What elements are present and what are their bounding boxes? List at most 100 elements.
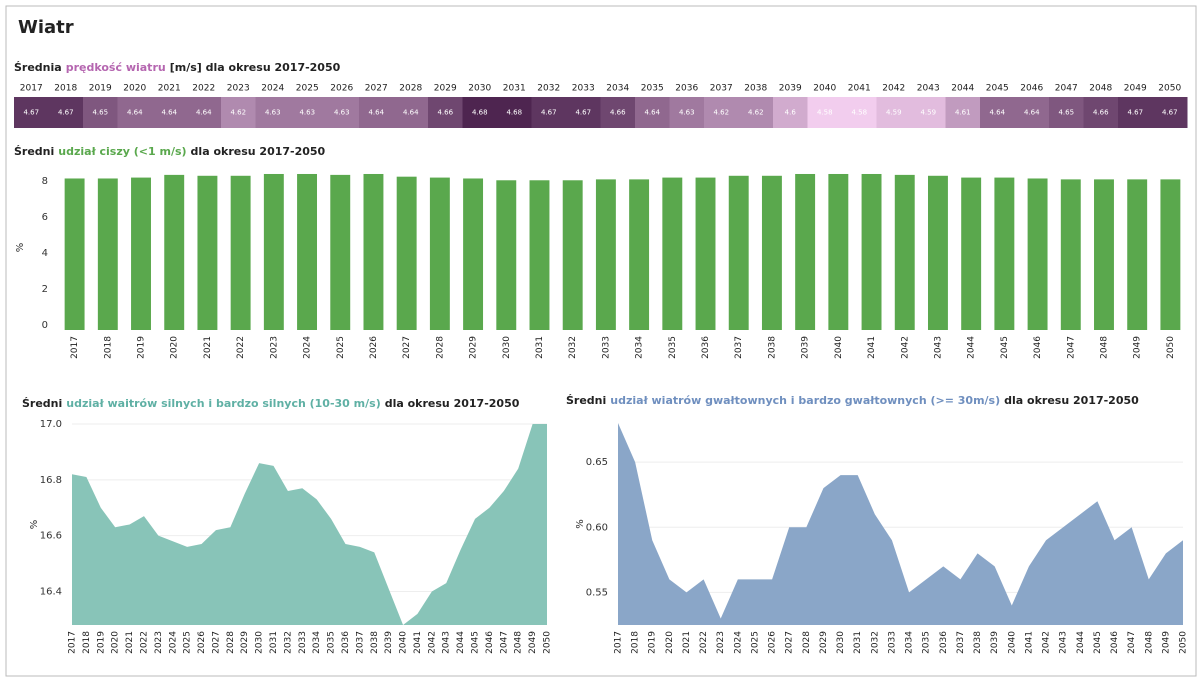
page-title: Wiatr <box>18 17 74 38</box>
heat-cell <box>635 97 670 128</box>
x-tick-label: 2028 <box>435 336 445 359</box>
cell-label: 4.68 <box>472 109 488 117</box>
x-tick-label: 2017 <box>614 631 624 654</box>
x-tick-label: 2023 <box>269 336 279 359</box>
x-tick-label: 2025 <box>336 336 346 359</box>
bar <box>463 178 484 330</box>
heat-cell <box>152 97 187 128</box>
bar <box>1060 179 1081 330</box>
x-tick-label: 2030 <box>468 84 491 94</box>
x-tick-label: 2036 <box>675 84 698 94</box>
x-tick-label: 2024 <box>261 84 284 94</box>
heat-cell <box>807 97 843 128</box>
cell-label: 4.63 <box>265 109 281 117</box>
title-part: dla okresu 2017-2050 <box>385 397 520 410</box>
heat-cell <box>221 97 256 128</box>
x-tick-label: 2031 <box>269 631 279 654</box>
x-tick-label: 2034 <box>635 336 645 359</box>
x-tick-label: 2049 <box>528 631 538 654</box>
title-part: [m/s] dla okresu 2017-2050 <box>170 61 341 74</box>
area <box>72 424 547 625</box>
x-tick-label: 2043 <box>933 336 943 359</box>
heat-cell <box>1014 97 1050 128</box>
bar <box>297 173 318 330</box>
x-tick-label: 2042 <box>427 631 437 654</box>
x-tick-label: 2042 <box>882 84 905 94</box>
title-part: Średnia <box>14 61 62 74</box>
x-tick-label: 2033 <box>572 84 595 94</box>
cell-label: 4.64 <box>161 109 177 117</box>
heat-cell <box>945 97 981 128</box>
x-tick-label: 2040 <box>834 336 844 359</box>
bar <box>363 173 384 330</box>
heat-cell <box>83 97 118 128</box>
x-tick-label: 2046 <box>1020 84 1043 94</box>
heat-cell <box>324 97 360 128</box>
x-tick-label: 2021 <box>203 336 213 359</box>
x-tick-label: 2027 <box>365 84 388 94</box>
x-tick-label: 2025 <box>750 631 760 654</box>
x-tick-label: 2023 <box>154 631 164 654</box>
bar <box>662 177 683 330</box>
bar <box>396 176 417 330</box>
bar <box>1160 179 1181 330</box>
x-tick-label: 2042 <box>1042 631 1052 654</box>
x-tick-label: 2048 <box>1144 631 1154 654</box>
y-tick-label: 0 <box>42 320 48 331</box>
x-tick-label: 2043 <box>917 84 940 94</box>
x-tick-label: 2039 <box>801 336 811 359</box>
y-axis-label: % <box>575 519 586 529</box>
title-part: dla okresu 2017-2050 <box>1004 394 1139 407</box>
x-tick-label: 2036 <box>939 631 949 654</box>
cell-label: 4.6 <box>785 109 797 117</box>
x-tick-label: 2026 <box>330 84 353 94</box>
x-tick-label: 2017 <box>70 336 80 359</box>
x-tick-label: 2030 <box>502 336 512 359</box>
bar <box>629 179 650 330</box>
x-tick-label: 2032 <box>283 631 293 654</box>
title-part: dla okresu 2017-2050 <box>191 145 326 158</box>
x-tick-label: 2024 <box>733 631 743 654</box>
heat-cell <box>566 97 601 128</box>
heat-cell <box>704 97 739 128</box>
x-tick-label: 2027 <box>211 631 221 654</box>
x-tick-label: 2047 <box>499 631 509 654</box>
heat-cell <box>842 97 877 128</box>
x-tick-label: 2043 <box>442 631 452 654</box>
x-tick-label: 2031 <box>503 84 526 94</box>
cell-label: 4.65 <box>1058 109 1074 117</box>
x-tick-label: 2019 <box>137 336 147 359</box>
x-tick-label: 2018 <box>82 631 92 654</box>
x-tick-label: 2035 <box>668 336 678 359</box>
heat-cell <box>876 97 912 128</box>
x-tick-label: 2044 <box>456 631 466 654</box>
x-tick-label: 2023 <box>227 84 250 94</box>
x-tick-label: 2028 <box>802 631 812 654</box>
x-tick-label: 2028 <box>399 84 422 94</box>
cell-label: 4.67 <box>23 109 39 117</box>
x-tick-label: 2032 <box>537 84 560 94</box>
x-tick-label: 2049 <box>1161 631 1171 654</box>
bar <box>894 174 915 330</box>
x-tick-label: 2031 <box>535 336 545 359</box>
x-tick-label: 2046 <box>1110 631 1120 654</box>
x-tick-label: 2020 <box>170 336 180 359</box>
x-tick-label: 2045 <box>471 631 481 654</box>
chart-title: Średni udział wiatrów gwałtownych i bardz… <box>566 394 1139 407</box>
area <box>618 423 1183 625</box>
heat-cell <box>393 97 429 128</box>
frame <box>5 5 1197 677</box>
y-tick-label: 16.4 <box>40 587 62 598</box>
y-tick-label: 16.8 <box>40 475 62 486</box>
heat-cell <box>669 97 705 128</box>
x-tick-label: 2030 <box>836 631 846 654</box>
x-tick-label: 2034 <box>905 631 915 654</box>
cell-label: 4.64 <box>1024 109 1040 117</box>
x-tick-label: 2026 <box>768 631 778 654</box>
bar <box>828 173 849 330</box>
x-tick-label: 2042 <box>900 336 910 359</box>
x-tick-label: 2029 <box>819 631 829 654</box>
x-tick-label: 2037 <box>710 84 733 94</box>
y-tick-label: 0.55 <box>586 587 608 598</box>
bar <box>64 178 85 330</box>
